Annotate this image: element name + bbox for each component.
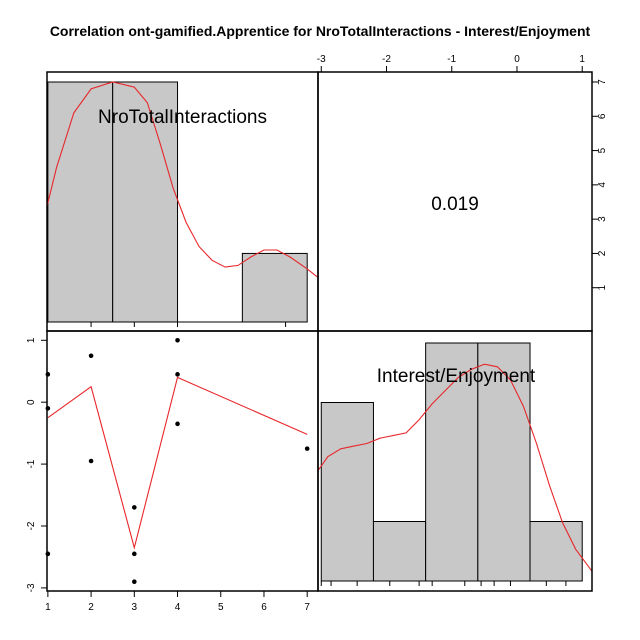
scatter-point: [175, 337, 180, 343]
histogram-bar-nrototalinteractions: [241, 252, 308, 323]
axes: 1 2 3 4 5 6 7 -3 -2 -1 0 1 -3 -2 -1 0 1 1 2 3 4 5 6 7: [26, 54, 608, 613]
y-axis-tick-label-right: 3: [597, 216, 608, 222]
chart-title: Correlation ont-gamified.Apprentice for …: [50, 23, 591, 39]
scatter-point: [132, 579, 137, 585]
x-axis-tick-label-bottom: 2: [88, 602, 94, 613]
y-axis-tick-label-left: -1: [26, 459, 37, 468]
x-axis-tick-label-bottom: 3: [132, 602, 138, 613]
histogram-bar-nrototalinteractions: [47, 81, 114, 323]
histogram-bar-nrototalinteractions: [112, 81, 179, 323]
scatter-point: [132, 505, 137, 510]
y-axis-tick-label-right: 7: [597, 79, 608, 85]
scatter-point: [88, 458, 94, 464]
histogram-bar-interest-enjoyment: [529, 521, 583, 582]
y-axis-tick-label-left: 1: [26, 337, 37, 343]
x-axis-tick-label-top: -2: [382, 54, 391, 65]
histogram-bar-interest-enjoyment: [320, 402, 374, 582]
diagonal-label-interest-enjoyment: Interest/Enjoyment: [377, 366, 536, 387]
y-axis-tick-label-left: -3: [26, 583, 37, 592]
x-axis-tick-label-bottom: 5: [218, 602, 224, 613]
scatter-point: [175, 372, 180, 377]
histogram-panel-nrototalinteractions: NroTotalInteractions: [47, 81, 318, 327]
x-axis-tick-label-bottom: 7: [304, 602, 310, 613]
scatter-point: [88, 353, 94, 359]
y-axis-tick-label-right: 1: [597, 284, 608, 290]
y-axis-tick-label-left: -2: [26, 521, 37, 530]
correlation-value: 0.019: [431, 194, 479, 215]
scatter-point: [132, 551, 137, 557]
x-axis-tick-label-top: -3: [317, 54, 326, 65]
histogram-bar-interest-enjoyment: [425, 342, 479, 582]
x-axis-tick-label-bottom: 1: [45, 602, 51, 613]
histogram-bar-interest-enjoyment: [372, 521, 427, 582]
histogram-panel-interest-enjoyment: Interest/Enjoyment: [318, 342, 592, 586]
y-axis-tick-label-right: 2: [597, 250, 608, 256]
x-axis-tick-label-bottom: 4: [175, 602, 181, 613]
scatter-point: [304, 446, 310, 451]
smooth-line: [47, 376, 308, 550]
x-axis-tick-label-bottom: 6: [261, 602, 267, 613]
y-axis-tick-label-right: 6: [597, 113, 608, 119]
y-axis-tick-label-left: 0: [26, 399, 37, 405]
y-axis-tick-label-right: 5: [597, 147, 608, 153]
x-axis-tick-label-top: 0: [514, 54, 520, 65]
density-curve-interest-enjoyment: [318, 363, 592, 573]
histogram-bar-interest-enjoyment: [477, 342, 531, 582]
density-curve-nrototalinteractions: [47, 81, 318, 278]
x-axis-tick-label-top: 1: [579, 54, 585, 65]
panel-frame: [317, 330, 593, 592]
scatter-panel: [45, 337, 310, 585]
y-axis-tick-label-right: 4: [597, 182, 608, 188]
correlation-panel: 0.019: [431, 194, 479, 215]
scatter-point: [175, 421, 180, 427]
diagonal-label-nrototalinteractions: NroTotalInteractions: [98, 107, 267, 128]
x-axis-tick-label-top: -1: [447, 54, 456, 65]
panel-frame: [46, 330, 319, 592]
